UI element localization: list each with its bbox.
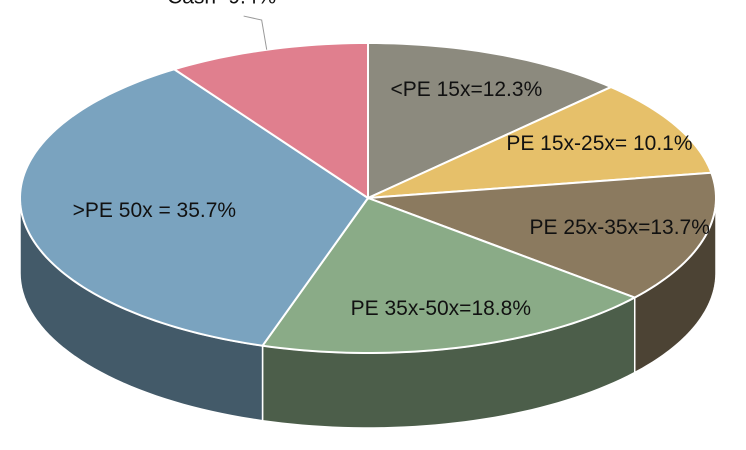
pie-slice [19, 68, 370, 347]
pie-slice [367, 41, 614, 200]
data-label: PE 25x-35x=13.7% [530, 216, 710, 239]
pie-slice [260, 196, 638, 354]
leader-line [243, 15, 268, 50]
pie-slice [367, 171, 717, 299]
data-label: Cash=9.4% [167, 0, 276, 9]
pie-slice [367, 85, 713, 199]
pie-tops [19, 41, 717, 354]
data-label: >PE 50x = 35.7% [73, 199, 236, 222]
data-label: PE 15x-25x= 10.1% [506, 132, 692, 155]
data-label: <PE 15x=12.3% [390, 78, 542, 101]
data-label: PE 35x-50x=18.8% [351, 297, 531, 320]
